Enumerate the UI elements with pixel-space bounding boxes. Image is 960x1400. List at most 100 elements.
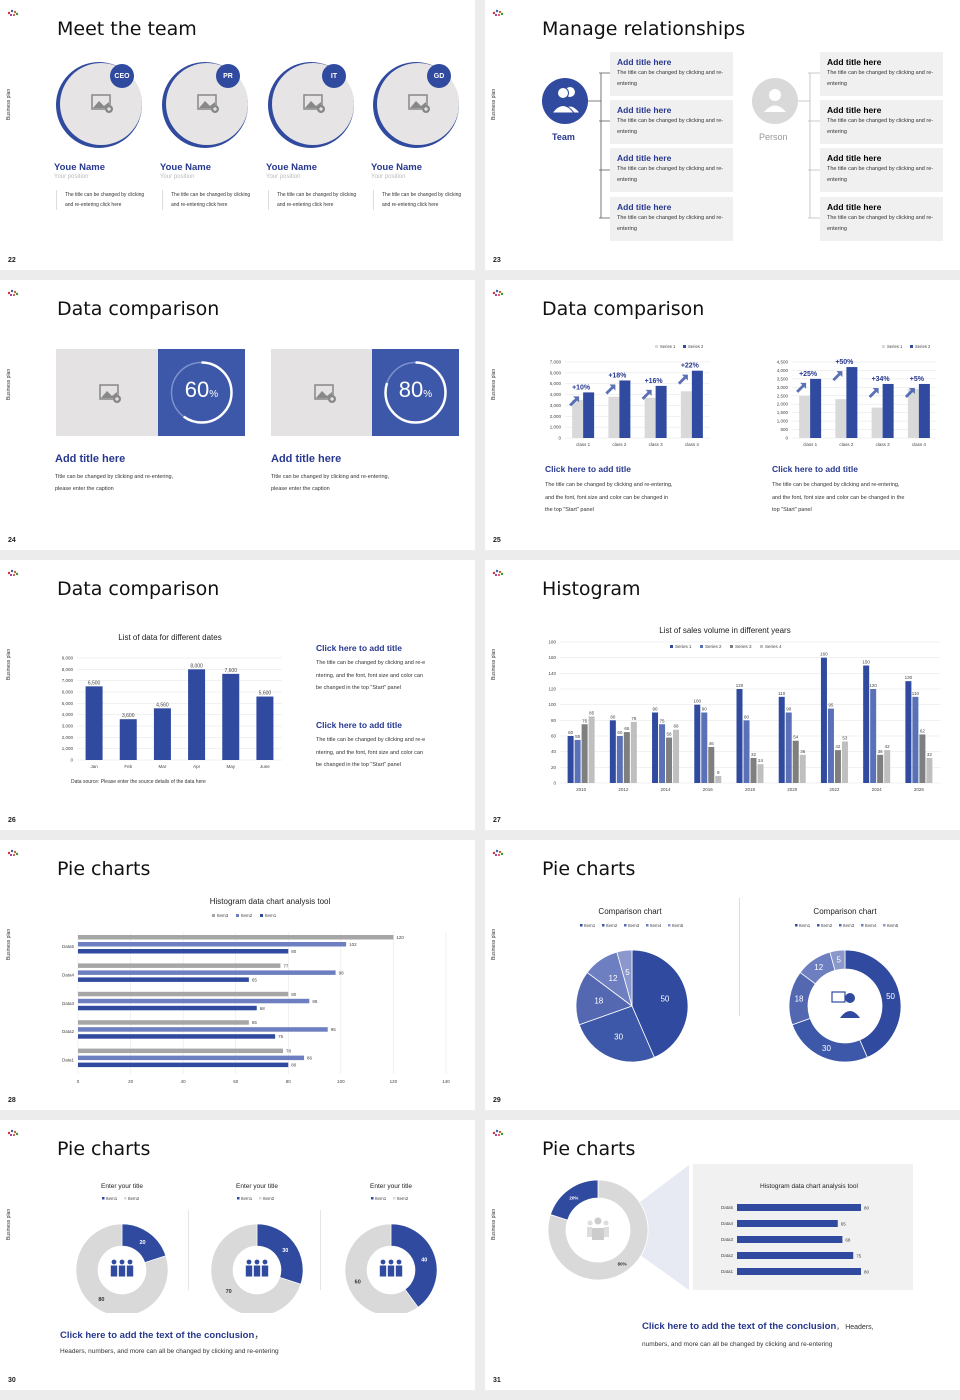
item-title[interactable]: Add title here — [271, 453, 342, 465]
block-desc[interactable]: The title can be changed by clicking and… — [316, 660, 426, 691]
image-add-icon — [408, 94, 430, 113]
block-desc[interactable]: The title can be changed by clicking and… — [316, 737, 426, 768]
svg-text:9: 9 — [717, 770, 720, 775]
card-title[interactable]: Add title here — [827, 105, 882, 115]
slide-27[interactable]: Business plan Histogram 27 0 20 40 60 80 100 1… — [485, 560, 960, 830]
svg-text:Comparison chart: Comparison chart — [598, 907, 662, 916]
member-description[interactable]: The title can be changed by clicking and… — [373, 190, 463, 210]
slide-31[interactable]: Business plan Pie charts 31 80% 20% Histo… — [485, 1120, 960, 1390]
card-desc[interactable]: The title can be changed by clicking and… — [827, 166, 934, 183]
svg-text:80: 80 — [291, 949, 297, 954]
member-description[interactable]: The title can be changed by clicking and… — [162, 190, 252, 210]
item-title[interactable]: Add title here — [55, 453, 126, 465]
svg-text:Item1: Item1 — [584, 923, 596, 928]
bar-chart-left: 0 1,000 2,000 3,000 4,000 5,000 6,000 7,000 clas… — [550, 344, 710, 447]
person-card[interactable]: Add title here The title can be changed b… — [820, 148, 943, 192]
svg-text:+16%: +16% — [645, 378, 664, 385]
svg-text:Data1: Data1 — [62, 1058, 75, 1063]
donut-chart: 20 80 Enter your title Item1 Item2 — [75, 1183, 169, 1313]
member-name[interactable]: Youe Name — [266, 162, 318, 173]
member-position[interactable]: Your position — [266, 174, 301, 180]
member-name[interactable]: Youe Name — [54, 162, 106, 173]
svg-text:3,000: 3,000 — [62, 724, 74, 729]
conclusion[interactable]: Click here to add the text of the conclu… — [642, 1321, 874, 1332]
card-title[interactable]: Add title here — [617, 202, 672, 212]
team-card[interactable]: Add title here The title can be changed b… — [610, 100, 733, 144]
block-title[interactable]: Click here to add title — [772, 464, 858, 474]
svg-text:102: 102 — [349, 942, 357, 947]
svg-text:0: 0 — [70, 758, 73, 763]
svg-text:Series 2: Series 2 — [688, 344, 704, 349]
card-desc[interactable]: The title can be changed by clicking and… — [827, 118, 934, 135]
slide-23[interactable]: Business plan Manage relationships 23 Te… — [485, 0, 960, 270]
svg-text:Series 2: Series 2 — [705, 644, 722, 649]
logo-icon — [492, 569, 504, 577]
svg-text:3,500: 3,500 — [777, 376, 789, 381]
svg-text:2,000: 2,000 — [62, 735, 74, 740]
svg-text:20: 20 — [140, 1240, 146, 1246]
card-title[interactable]: Add title here — [617, 105, 672, 115]
pie-chart: 50 30 18 12 5 Comparison chart Item1 Item2 Item3… — [575, 907, 689, 1063]
svg-text:0: 0 — [558, 436, 561, 441]
svg-text:68: 68 — [845, 1238, 851, 1243]
svg-text:78: 78 — [631, 716, 637, 721]
person-card[interactable]: Add title here The title can be changed b… — [820, 52, 943, 96]
conclusion[interactable]: Click here to add the text of the conclu… — [60, 1330, 264, 1341]
block-desc[interactable]: The title can be changed by clicking and… — [772, 482, 905, 513]
card-desc[interactable]: The title can be changed by clicking and… — [827, 215, 934, 232]
svg-text:Data3: Data3 — [721, 1237, 734, 1242]
block-title[interactable]: Click here to add title — [316, 720, 402, 730]
conclusion-desc[interactable]: Headers, numbers, and more can all be ch… — [60, 1348, 279, 1355]
member-position[interactable]: Your position — [54, 174, 89, 180]
card-title[interactable]: Add title here — [617, 153, 672, 163]
slide-26[interactable]: Business plan Data comparison 26 0 1,000 2… — [0, 560, 475, 830]
card-title[interactable]: Add title here — [617, 57, 672, 67]
member-name[interactable]: Youe Name — [160, 162, 212, 173]
slide-22[interactable]: Business plan Meet the team 22 CEO Youe … — [0, 0, 475, 270]
svg-text:Data5: Data5 — [721, 1205, 734, 1210]
svg-text:68: 68 — [260, 1006, 266, 1011]
logo-icon — [492, 849, 504, 857]
slide-24[interactable]: Business plan Data comparison 24 60% Add… — [0, 280, 475, 550]
person-card[interactable]: Add title here The title can be changed b… — [820, 197, 943, 241]
card-desc[interactable]: The title can be changed by clicking and… — [617, 166, 724, 183]
team-card[interactable]: Add title here The title can be changed b… — [610, 148, 733, 192]
member-description[interactable]: The title can be changed by clicking and… — [268, 190, 358, 210]
card-title[interactable]: Add title here — [827, 153, 882, 163]
slide-28[interactable]: Business plan Pie charts 28 0 20 40 60 80 100… — [0, 840, 475, 1110]
logo-icon — [7, 849, 19, 857]
slide-25[interactable]: Business plan Data comparison 25 0 1,000 2… — [485, 280, 960, 550]
card-title[interactable]: Add title here — [827, 57, 882, 67]
svg-text:Data1: Data1 — [721, 1269, 734, 1274]
block-title[interactable]: Click here to add title — [316, 643, 402, 653]
member-position[interactable]: Your position — [160, 174, 195, 180]
progress-value: 60 — [184, 377, 210, 402]
histogram-chart: 0204060801001201401601806055758520108060… — [548, 626, 940, 792]
conclusion-desc[interactable]: numbers, and more can all be changed by … — [642, 1341, 833, 1348]
slide-30[interactable]: Business plan Pie charts 30 20 80 Enter yo… — [0, 1120, 475, 1390]
image-placeholder[interactable] — [271, 349, 373, 436]
team-card[interactable]: Add title here The title can be changed b… — [610, 197, 733, 241]
card-desc[interactable]: The title can be changed by clicking and… — [827, 70, 934, 87]
role-badge: PR — [216, 64, 240, 88]
member-position[interactable]: Your position — [371, 174, 406, 180]
member-name[interactable]: Youe Name — [371, 162, 423, 173]
member-description[interactable]: The title can be changed by clicking and… — [56, 190, 146, 210]
person-card[interactable]: Add title here The title can be changed b… — [820, 100, 943, 144]
card-desc[interactable]: The title can be changed by clicking and… — [617, 118, 724, 135]
progress-ring — [170, 361, 233, 424]
card-desc[interactable]: The title can be changed by clicking and… — [617, 70, 724, 87]
item-desc[interactable]: Title can be changed by clicking and re-… — [271, 474, 390, 492]
svg-text:120: 120 — [390, 1079, 398, 1084]
svg-text:5: 5 — [836, 955, 841, 964]
block-title[interactable]: Click here to add title — [545, 464, 631, 474]
card-desc[interactable]: The title can be changed by clicking and… — [617, 215, 724, 232]
item-desc[interactable]: Title can be changed by clicking and re-… — [55, 474, 174, 492]
svg-text:24: 24 — [758, 758, 764, 763]
card-title[interactable]: Add title here — [827, 202, 882, 212]
svg-text:42: 42 — [885, 744, 891, 749]
slide-29[interactable]: Business plan Pie charts 29 50 30 18 12 5 Com… — [485, 840, 960, 1110]
team-card[interactable]: Add title here The title can be changed b… — [610, 52, 733, 96]
block-desc[interactable]: The title can be changed by clicking and… — [545, 482, 673, 513]
image-placeholder[interactable] — [56, 349, 158, 436]
